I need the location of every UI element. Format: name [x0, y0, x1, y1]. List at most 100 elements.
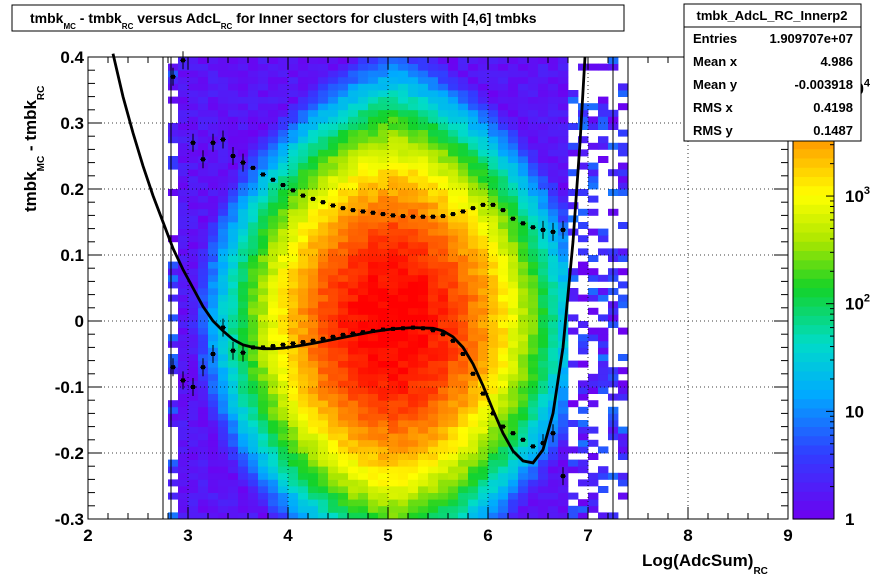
- heatmap-cell: [208, 129, 219, 137]
- heatmap-cell: [288, 301, 299, 309]
- heatmap-cell: [358, 63, 369, 71]
- heatmap-cell: [508, 208, 519, 216]
- heatmap-cell: [578, 439, 589, 447]
- heatmap-cell: [448, 215, 459, 223]
- heatmap-cell: [428, 215, 439, 223]
- heatmap-cell: [498, 83, 509, 91]
- heatmap-cell: [288, 354, 299, 361]
- heatmap-cell: [368, 393, 379, 401]
- heatmap-cell: [248, 492, 259, 500]
- palette-step: [793, 509, 834, 520]
- heatmap-cell: [528, 321, 539, 328]
- heatmap-cell: [258, 340, 269, 348]
- heatmap-cell: [178, 129, 189, 137]
- heatmap-cell: [418, 208, 429, 216]
- heatmap-cell: [578, 360, 589, 368]
- heatmap-cell: [618, 354, 629, 361]
- heatmap-cell: [598, 228, 609, 236]
- heatmap-cell: [508, 499, 519, 507]
- heatmap-cell: [538, 182, 549, 190]
- heatmap-cell: [218, 380, 229, 388]
- heatmap-cell: [498, 373, 509, 381]
- heatmap-cell: [218, 103, 229, 111]
- heatmap-cell: [418, 175, 429, 183]
- heatmap-cell: [218, 248, 229, 256]
- heatmap-cell: [458, 175, 469, 183]
- heatmap-cell: [358, 96, 369, 104]
- heatmap-cell: [418, 70, 429, 78]
- heatmap-cell: [368, 274, 379, 282]
- heatmap-cell: [508, 129, 519, 137]
- heatmap-cell: [398, 347, 409, 355]
- heatmap-cell: [248, 512, 259, 520]
- heatmap-cell: [298, 142, 309, 150]
- heatmap-cell: [218, 169, 229, 177]
- heatmap-cell: [248, 195, 259, 203]
- heatmap-cell: [398, 261, 409, 269]
- heatmap-cell: [498, 215, 509, 223]
- heatmap-cell: [588, 505, 599, 513]
- heatmap-cell: [498, 321, 509, 328]
- heatmap-cell: [448, 406, 459, 414]
- heatmap-cell: [448, 57, 459, 64]
- heatmap-cell: [308, 228, 319, 236]
- heatmap-cell: [318, 453, 329, 460]
- heatmap-cell: [468, 268, 479, 276]
- heatmap-cell: [428, 301, 439, 309]
- heatmap-cell: [498, 492, 509, 500]
- heatmap-cell: [558, 142, 569, 150]
- heatmap-cell: [298, 492, 309, 500]
- heatmap-cell: [418, 248, 429, 256]
- heatmap-cell: [448, 327, 459, 335]
- heatmap-cell: [538, 215, 549, 223]
- heatmap-cell: [468, 208, 479, 216]
- heatmap-cell: [328, 373, 339, 381]
- fit-curve: [111, 53, 587, 465]
- heatmap-cell: [238, 195, 249, 203]
- heatmap-cell: [188, 327, 199, 335]
- heatmap-cell: [518, 367, 529, 375]
- heatmap-cell: [268, 492, 279, 500]
- heatmap-cell: [288, 189, 299, 196]
- heatmap-cell: [468, 479, 479, 487]
- heatmap-cell: [188, 505, 199, 513]
- heatmap-cell: [288, 169, 299, 177]
- heatmap-cell: [358, 459, 369, 467]
- heatmap-cell: [618, 446, 629, 454]
- heatmap-cell: [538, 420, 549, 427]
- heatmap-cell: [478, 189, 489, 196]
- heatmap-cell: [588, 307, 599, 315]
- heatmap-cell: [458, 241, 469, 249]
- heatmap-cell: [278, 380, 289, 388]
- heatmap-cell: [538, 301, 549, 309]
- heatmap-cell: [348, 149, 359, 157]
- heatmap-cell: [518, 307, 529, 315]
- heatmap-cell: [278, 439, 289, 447]
- heatmap-cell: [478, 195, 489, 203]
- heatmap-cell: [428, 70, 439, 78]
- heatmap-cell: [458, 142, 469, 150]
- heatmap-cell: [208, 400, 219, 408]
- heatmap-cell: [308, 439, 319, 447]
- heatmap-cell: [258, 347, 269, 355]
- heatmap-cell: [418, 387, 429, 394]
- palette-step: [793, 296, 834, 307]
- heatmap-cell: [348, 208, 359, 216]
- stats-label: Entries: [693, 31, 737, 46]
- heatmap-cell: [378, 136, 389, 144]
- heatmap-cell: [408, 228, 419, 236]
- heatmap-cell: [358, 90, 369, 97]
- heatmap-cell: [368, 169, 379, 177]
- heatmap-cell: [498, 241, 509, 249]
- heatmap-cell: [278, 109, 289, 117]
- heatmap-cell: [328, 466, 339, 474]
- heatmap-cell: [518, 70, 529, 78]
- heatmap-cell: [248, 433, 259, 441]
- heatmap-cell: [268, 76, 279, 84]
- heatmap-cell: [518, 222, 529, 229]
- heatmap-cell: [338, 248, 349, 256]
- heatmap-cell: [568, 505, 579, 513]
- heatmap-cell: [278, 294, 289, 302]
- heatmap-cell: [508, 142, 519, 150]
- heatmap-cell: [528, 189, 539, 196]
